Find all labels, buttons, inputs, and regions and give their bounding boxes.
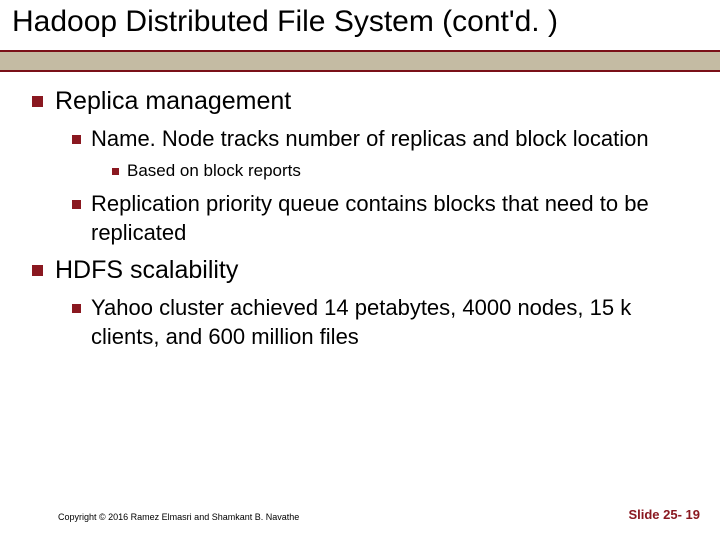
bullet-text: Name. Node tracks number of replicas and… [91,125,649,154]
bullet-row: Name. Node tracks number of replicas and… [72,125,700,154]
bullet-lvl2: Yahoo cluster achieved 14 petabytes, 400… [72,294,700,351]
bullet-lvl1: HDFS scalability Yahoo cluster achieved … [32,255,700,351]
content-area: Replica management Name. Node tracks num… [0,72,720,352]
square-bullet-icon [72,135,81,144]
square-bullet-icon [72,304,81,313]
bullet-text: Yahoo cluster achieved 14 petabytes, 400… [91,294,700,351]
bullet-lvl2: Replication priority queue contains bloc… [72,190,700,247]
accent-band [0,50,720,72]
bullet-text: Replica management [55,86,291,117]
bullet-lvl3: Based on block reports [112,160,700,182]
copyright-text: Copyright © 2016 Ramez Elmasri and Shamk… [58,512,299,522]
bullet-row: Replication priority queue contains bloc… [72,190,700,247]
slide-title: Hadoop Distributed File System (cont'd. … [12,4,708,40]
bullet-text: Replication priority queue contains bloc… [91,190,700,247]
bullet-row: Based on block reports [112,160,700,182]
slide: Hadoop Distributed File System (cont'd. … [0,0,720,540]
square-bullet-icon [112,168,119,175]
bullet-row: Yahoo cluster achieved 14 petabytes, 400… [72,294,700,351]
bullet-lvl1: Replica management Name. Node tracks num… [32,86,700,247]
bullet-text: HDFS scalability [55,255,238,286]
footer: Copyright © 2016 Ramez Elmasri and Shamk… [0,504,720,522]
bullet-lvl2: Name. Node tracks number of replicas and… [72,125,700,182]
bullet-row: Replica management [32,86,700,117]
slide-number: Slide 25- 19 [628,507,700,522]
title-block: Hadoop Distributed File System (cont'd. … [0,0,720,50]
bullet-row: HDFS scalability [32,255,700,286]
square-bullet-icon [72,200,81,209]
square-bullet-icon [32,96,43,107]
square-bullet-icon [32,265,43,276]
bullet-text: Based on block reports [127,160,301,182]
